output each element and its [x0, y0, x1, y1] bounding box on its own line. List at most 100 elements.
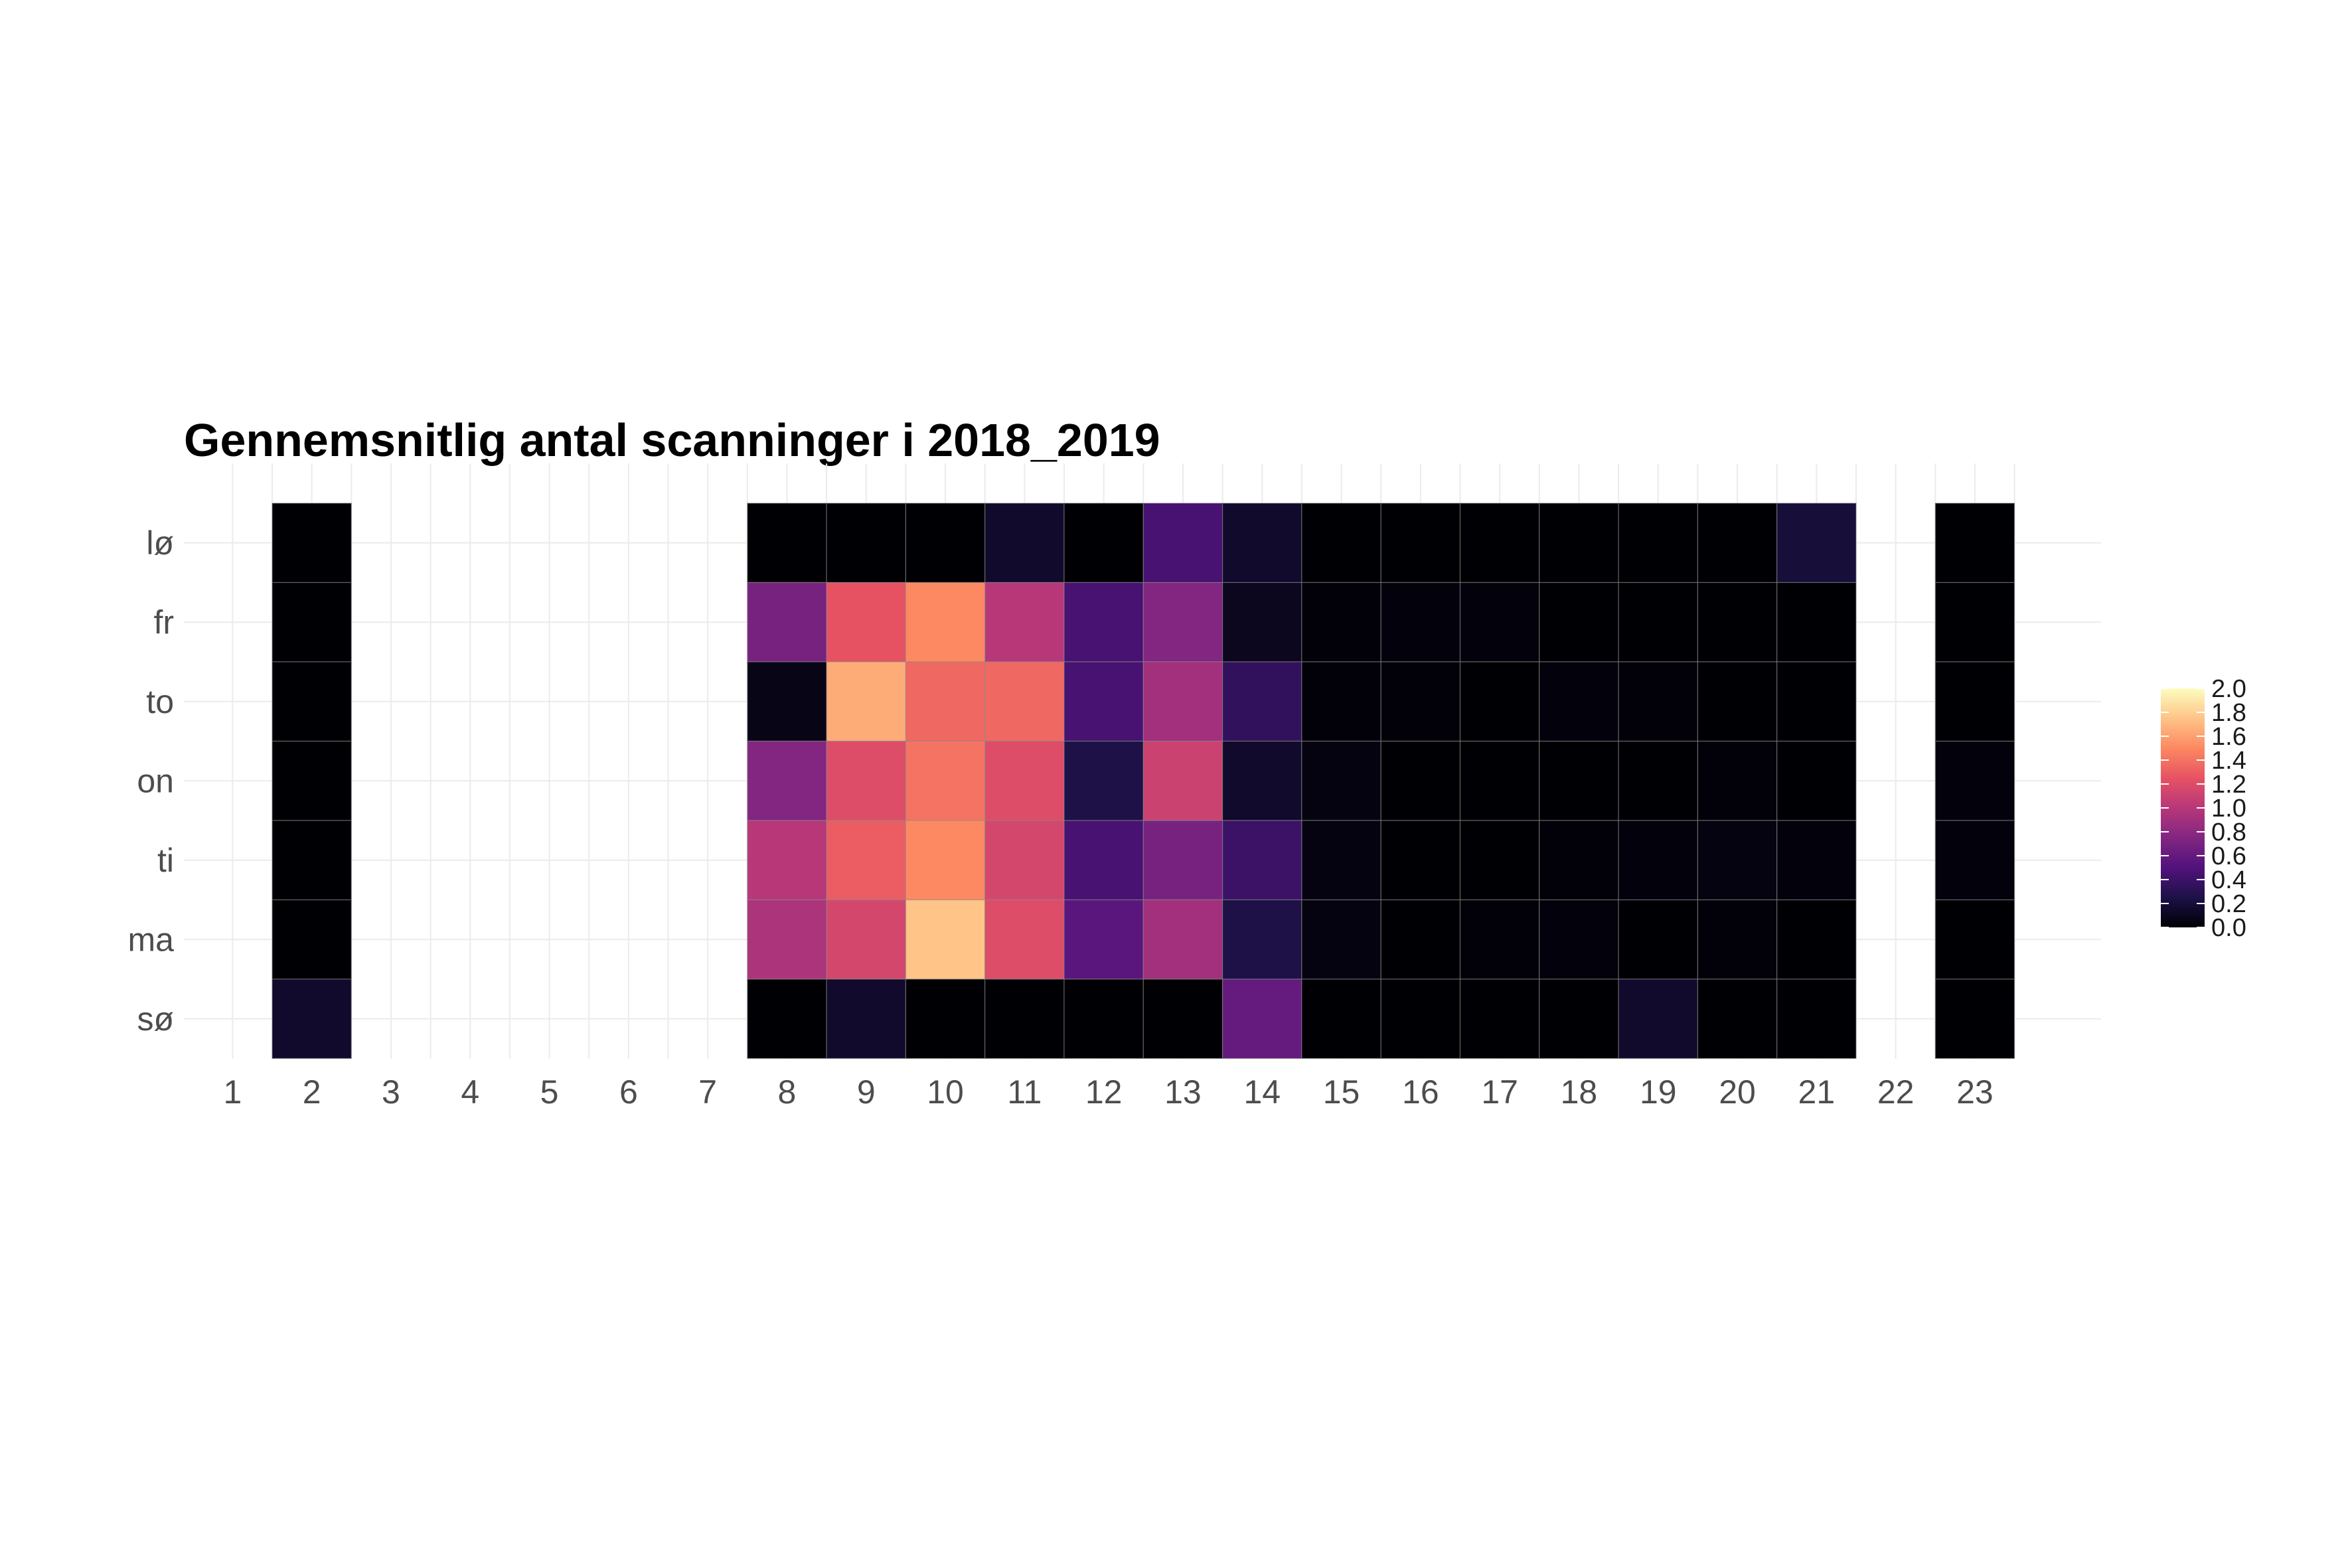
heatmap-cell: [1539, 979, 1619, 1059]
heatmap-cell: [1459, 979, 1540, 1059]
heatmap-cell: [905, 820, 986, 901]
y-tick-label: ma: [128, 921, 175, 958]
heatmap-cell: [1142, 899, 1223, 980]
heatmap-cell: [1142, 820, 1223, 901]
heatmap-cell: [1063, 582, 1144, 663]
heatmap-cell: [1221, 582, 1302, 663]
heatmap-cell: [747, 899, 827, 980]
heatmap-cell: [1063, 899, 1144, 980]
heatmap-cell: [1063, 740, 1144, 821]
heatmap-cell: [1380, 582, 1461, 663]
heatmap-cell: [1618, 740, 1699, 821]
heatmap-cell: [1697, 820, 1778, 901]
legend-tick-label: 1.8: [2211, 699, 2246, 727]
heatmap-cell: [1697, 740, 1778, 821]
y-tick-label: lø: [146, 524, 174, 562]
x-tick-label: 18: [1561, 1073, 1598, 1111]
heatmap-cell: [984, 661, 1065, 742]
x-tick-label: 10: [927, 1073, 964, 1111]
heatmap-cell: [1539, 503, 1619, 584]
heatmap-cell: [1301, 979, 1381, 1059]
heatmap-cell: [984, 820, 1065, 901]
heatmap-cell: [905, 582, 986, 663]
heatmap-cell: [1618, 503, 1699, 584]
heatmap-cell: [1539, 582, 1619, 663]
x-tick-label: 22: [1877, 1073, 1915, 1111]
heatmap-cell: [1301, 503, 1381, 584]
heatmap-cell: [1380, 661, 1461, 742]
heatmap-cell: [1776, 661, 1857, 742]
heatmap-cell: [1697, 899, 1778, 980]
heatmap-cell: [984, 899, 1065, 980]
legend-tick-label: 1.6: [2211, 723, 2246, 751]
heatmap-cell: [1380, 820, 1461, 901]
x-tick-label: 1: [223, 1073, 242, 1111]
x-tick-label: 19: [1640, 1073, 1677, 1111]
y-tick-label: on: [137, 762, 174, 799]
x-tick-label: 6: [619, 1073, 638, 1111]
y-tick-label: to: [146, 683, 174, 720]
heatmap-cells: [272, 503, 2015, 1059]
heatmap-cell: [747, 740, 827, 821]
heatmap-cell: [1459, 503, 1540, 584]
heatmap-cell: [826, 740, 906, 821]
heatmap-cell: [1618, 661, 1699, 742]
heatmap-cell: [984, 582, 1065, 663]
heatmap-cell: [272, 503, 352, 584]
chart-title: Gennemsnitlig antal scanninger i 2018_20…: [184, 414, 1160, 466]
heatmap-cell: [1618, 582, 1699, 663]
x-tick-label: 4: [461, 1073, 479, 1111]
heatmap-cell: [1539, 820, 1619, 901]
x-tick-label: 8: [778, 1073, 797, 1111]
heatmap-cell: [747, 661, 827, 742]
heatmap-cell: [747, 582, 827, 663]
heatmap-cell: [1776, 740, 1857, 821]
heatmap-cell: [1459, 661, 1540, 742]
y-tick-label: sø: [137, 1000, 174, 1038]
heatmap-cell: [826, 661, 906, 742]
heatmap-cell: [826, 899, 906, 980]
x-tick-label: 14: [1243, 1073, 1281, 1111]
heatmap-cell: [1142, 979, 1223, 1059]
heatmap-cell: [1539, 661, 1619, 742]
heatmap-cell: [1697, 503, 1778, 584]
heatmap-cell: [1934, 582, 2015, 663]
heatmap-cell: [1142, 503, 1223, 584]
heatmap-cell: [1934, 740, 2015, 821]
heatmap-cell: [1063, 979, 1144, 1059]
heatmap-cell: [272, 899, 352, 980]
heatmap-cell: [905, 740, 986, 821]
legend-tick-label: 0.0: [2211, 914, 2246, 942]
heatmap-cell: [1063, 661, 1144, 742]
heatmap-cell: [1776, 899, 1857, 980]
heatmap-cell: [747, 820, 827, 901]
heatmap-cell: [1142, 740, 1223, 821]
heatmap-cell: [1221, 503, 1302, 584]
color-legend: 0.00.20.40.60.81.01.21.41.61.82.0: [2161, 675, 2246, 942]
heatmap-cell: [1221, 740, 1302, 821]
legend-tick-label: 0.4: [2211, 866, 2246, 894]
heatmap-cell: [272, 582, 352, 663]
x-axis-ticks: 1 2 3 4 5 6 7 8 9 10 11 12 13 14 15 16 17 18 19 20 21 22 23: [223, 1073, 1993, 1111]
x-tick-label: 7: [698, 1073, 717, 1111]
heatmap-cell: [1221, 661, 1302, 742]
heatmap-cell: [1301, 582, 1381, 663]
y-tick-label: ti: [157, 842, 174, 879]
heatmap-cell: [1776, 979, 1857, 1059]
heatmap-cell: [272, 661, 352, 742]
x-tick-label: 5: [540, 1073, 559, 1111]
heatmap-cell: [1934, 979, 2015, 1059]
heatmap-cell: [1776, 503, 1857, 584]
heatmap-cell: [1459, 899, 1540, 980]
heatmap-cell: [1539, 740, 1619, 821]
heatmap-cell: [1301, 740, 1381, 821]
heatmap-cell: [984, 979, 1065, 1059]
heatmap-cell: [1380, 899, 1461, 980]
x-tick-label: 2: [303, 1073, 321, 1111]
legend-tick-label: 1.4: [2211, 747, 2246, 775]
heatmap-cell: [1221, 899, 1302, 980]
heatmap-cell: [1301, 899, 1381, 980]
heatmap-cell: [826, 582, 906, 663]
heatmap-cell: [1301, 820, 1381, 901]
